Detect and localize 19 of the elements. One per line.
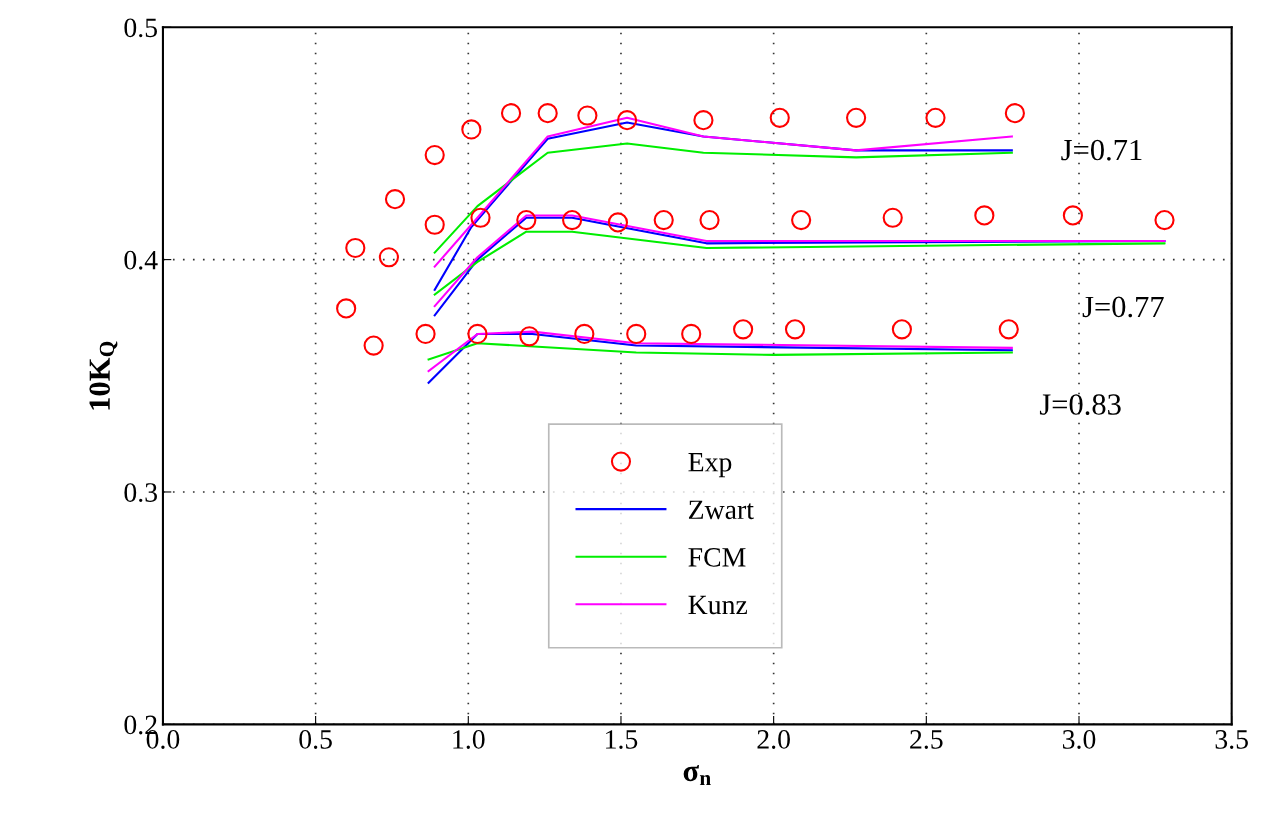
annotation: J=0.77 <box>1082 296 1164 318</box>
annotation: J=0.71 <box>1061 139 1142 161</box>
x-tick-label: 3.0 <box>1062 730 1096 749</box>
x-tick-label: 2.0 <box>757 730 790 749</box>
y-tick-label: 0.3 <box>124 483 157 503</box>
x-tick-label: 3.5 <box>1215 730 1248 749</box>
legend-label: Zwart <box>688 500 754 520</box>
x-axis-title: σ$_{n}$ <box>683 764 711 786</box>
x-tick-label: 1.5 <box>606 730 638 749</box>
y-tick-label: 0.4 <box>124 250 158 270</box>
x-tick-label: 1.0 <box>453 730 485 749</box>
y-axis-title: 10K$_{Q}$ <box>89 341 118 410</box>
annotation: J=0.83 <box>1039 394 1121 415</box>
legend-label: Kunz <box>688 595 748 615</box>
legend-label: FCM <box>688 548 746 567</box>
x-tick-label: 2.5 <box>910 730 943 749</box>
y-tick-label: 0.5 <box>124 18 157 38</box>
x-tick-label: 0.5 <box>299 730 332 749</box>
legend-label: Exp <box>688 453 732 478</box>
